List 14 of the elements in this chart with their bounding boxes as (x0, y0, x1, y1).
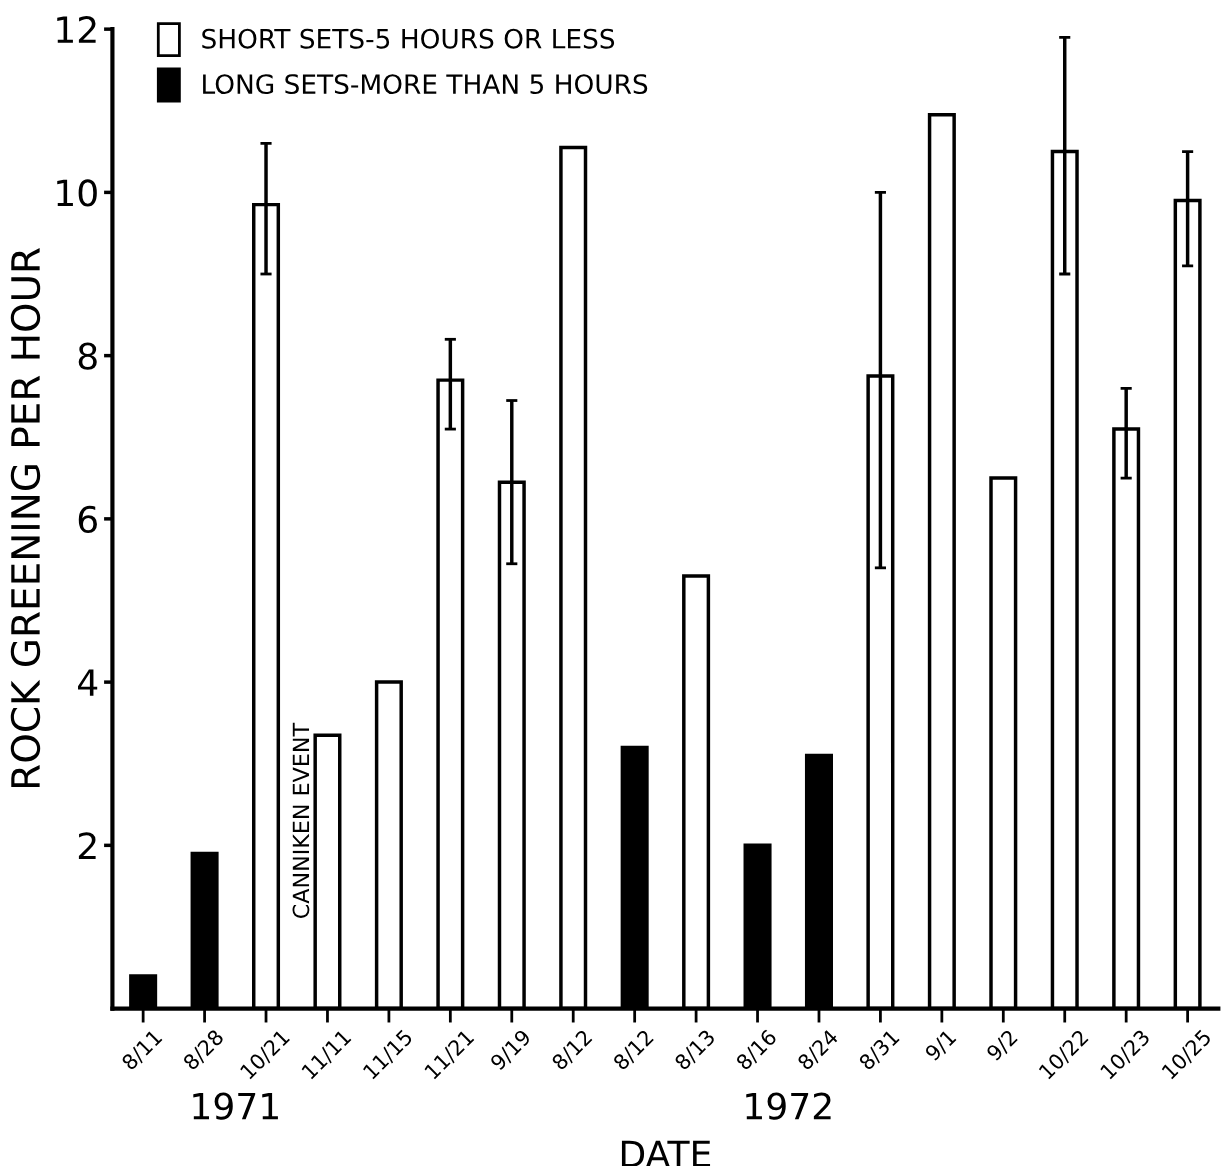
text: 1971 (193, 1092, 278, 1120)
y-tick-label: 6 (78, 505, 97, 534)
x-tick-label: 9/1 (924, 1028, 958, 1063)
legend-label: LONG SETS-MORE THAN 5 HOURS (203, 74, 648, 95)
y-tick-label: 8 (78, 342, 97, 370)
y-tick-label: 2 (78, 832, 96, 860)
annotation: CANNIKEN EVENT (292, 722, 310, 918)
y-tick-label: 12 (57, 16, 96, 43)
y-axis-title: ROCK GREENING PER HOUR (10, 248, 41, 787)
y-tick-label: 10 (57, 179, 97, 207)
x-tick-label: 9/2 (985, 1029, 1020, 1063)
y-tick-label: 4 (78, 669, 98, 696)
text: 1972 (746, 1092, 831, 1120)
legend-label: SHORT SETS-5 HOURS OR LESS (202, 28, 615, 49)
